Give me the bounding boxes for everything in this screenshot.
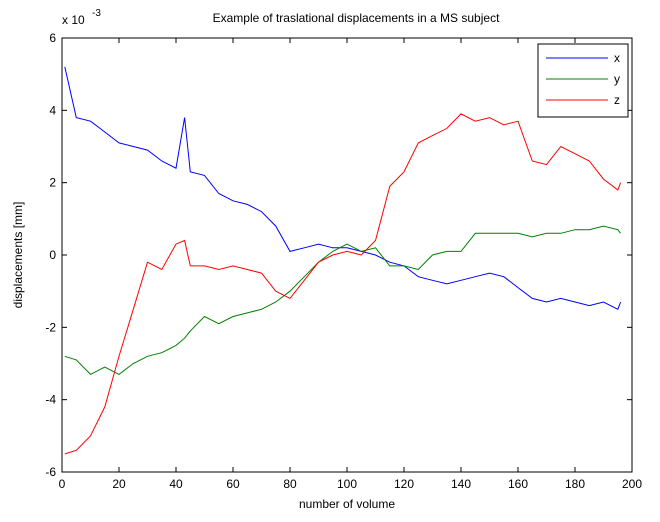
data-line <box>64 225 621 376</box>
y-multiplier-exponent: -3 <box>92 8 101 19</box>
x-tick-label: 0 <box>59 477 66 491</box>
legend-box <box>537 43 629 118</box>
x-tick-label: 120 <box>394 477 414 491</box>
y-multiplier: x 10 <box>62 13 85 27</box>
legend-label: y <box>614 72 620 86</box>
x-tick-label: 200 <box>622 477 642 491</box>
x-tick-label: 60 <box>226 477 240 491</box>
x-tick-label: 160 <box>508 477 528 491</box>
x-tick-label: 100 <box>337 477 357 491</box>
y-tick-label: -2 <box>45 320 56 334</box>
x-tick-label: 20 <box>112 477 126 491</box>
legend-label: x <box>614 51 620 65</box>
y-tick-label: 2 <box>49 176 56 190</box>
chart-title: Example of traslational displacements in… <box>213 11 500 25</box>
legend-label: z <box>614 93 620 107</box>
y-tick-label: 4 <box>49 103 56 117</box>
plot-frame <box>61 37 633 473</box>
x-tick-label: 180 <box>565 477 585 491</box>
x-tick-label: 80 <box>283 477 297 491</box>
y-tick-label: 6 <box>49 31 56 45</box>
x-tick-label: 140 <box>451 477 471 491</box>
y-tick-label: 0 <box>49 248 56 262</box>
y-tick-label: -4 <box>45 393 56 407</box>
y-tick-label: -6 <box>45 465 56 479</box>
data-line <box>64 113 622 455</box>
x-tick-label: 40 <box>169 477 183 491</box>
y-axis-label: displacements [mm] <box>11 202 25 309</box>
x-axis-label: number of volume <box>299 497 395 511</box>
